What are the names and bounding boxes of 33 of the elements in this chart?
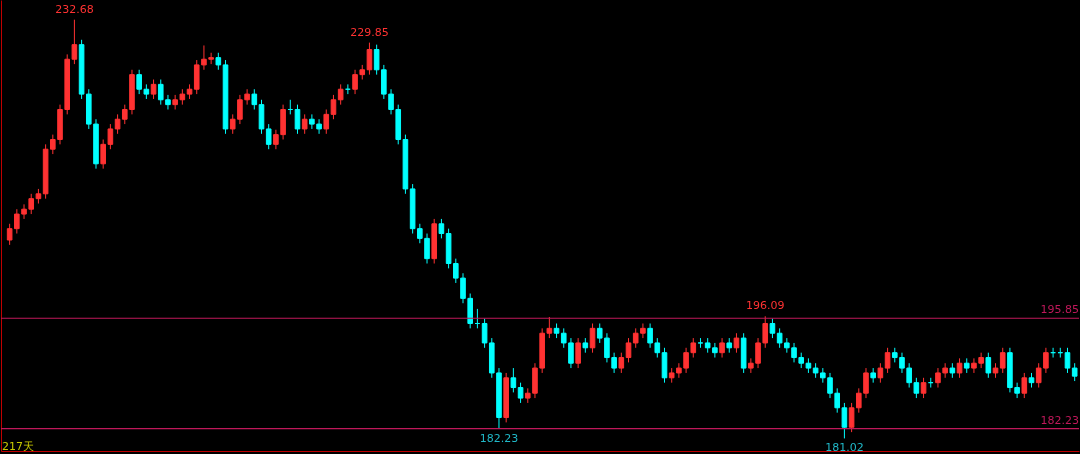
candlestick <box>1064 347 1071 374</box>
candlestick <box>150 79 157 100</box>
text: 217天 <box>2 440 34 453</box>
ref-line-label: 182.23 <box>1040 413 1079 427</box>
candlestick <box>956 357 963 379</box>
candlestick <box>337 83 344 106</box>
candlestick <box>575 337 581 369</box>
annotation: 181.02 <box>825 441 864 454</box>
candlestick <box>733 332 740 354</box>
candlestick <box>618 352 625 374</box>
annotation: 232.68 <box>55 2 94 16</box>
candlestick <box>999 347 1006 374</box>
candlestick <box>877 362 884 384</box>
annotation: 196.09 <box>745 299 785 313</box>
candlestick <box>330 94 337 120</box>
annotation: 182.23 <box>479 431 519 445</box>
candlestick <box>1021 372 1028 399</box>
candlestick <box>510 367 517 393</box>
candlestick <box>985 352 992 379</box>
candlestick <box>294 104 301 135</box>
candlestick <box>438 218 445 239</box>
annotation: 229.85 <box>350 25 389 39</box>
candlestick <box>625 337 632 363</box>
candlestick <box>301 113 308 135</box>
candlestick <box>323 109 330 135</box>
candlestick <box>719 337 725 359</box>
candlestick <box>884 347 891 374</box>
candlestick <box>265 123 272 150</box>
candlestick <box>920 377 927 399</box>
candlestick <box>517 382 524 404</box>
ref-line-label: 195.85 <box>1040 303 1079 317</box>
candlestick <box>251 88 258 110</box>
candlestick <box>769 318 776 339</box>
